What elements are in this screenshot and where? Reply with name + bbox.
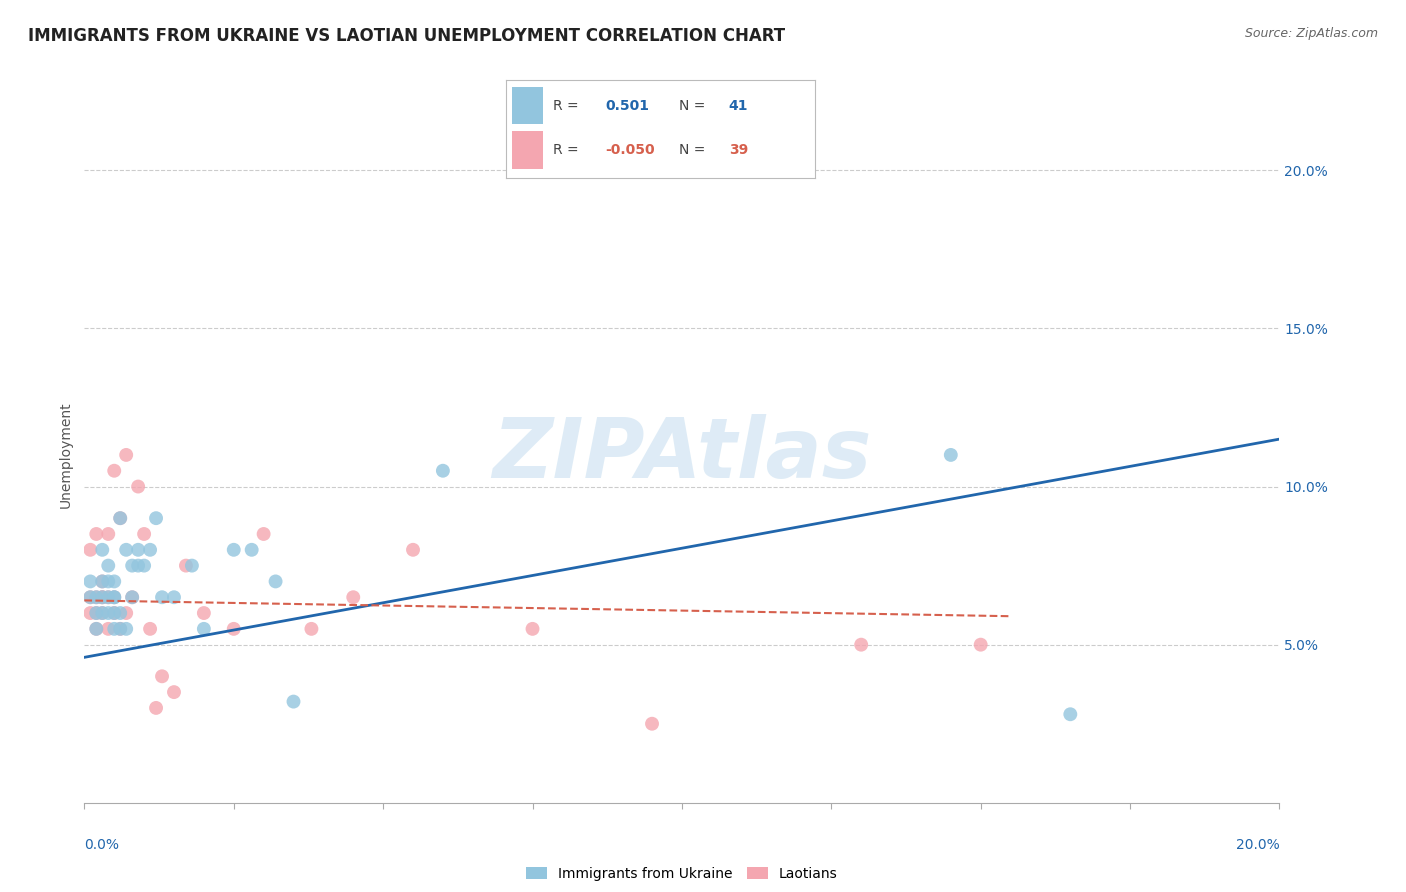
Point (103, 591, 125, 605)
Text: N =: N = (679, 143, 706, 157)
Point (121, 558, 143, 573)
Point (91, 606, 114, 620)
Point (86, 591, 108, 605)
Text: IMMIGRANTS FROM UKRAINE VS LAOTIAN UNEMPLOYMENT CORRELATION CHART: IMMIGRANTS FROM UKRAINE VS LAOTIAN UNEMP… (28, 27, 785, 45)
Point (522, 622, 544, 636)
Point (150, 669, 173, 683)
Bar (512, 131, 543, 169)
Point (222, 622, 245, 636)
Point (86, 622, 108, 636)
Point (103, 622, 125, 636)
Point (193, 606, 215, 620)
Point (163, 685, 186, 699)
Point (86, 606, 108, 620)
Text: ZIPAtlas: ZIPAtlas (492, 415, 872, 495)
Point (402, 542, 425, 557)
Text: 41: 41 (728, 99, 748, 112)
Y-axis label: Unemployment: Unemployment (59, 401, 73, 508)
Point (132, 527, 156, 541)
Point (79, 606, 101, 620)
Point (641, 716, 664, 731)
Point (121, 591, 143, 605)
Point (97, 622, 120, 636)
Point (970, 638, 993, 652)
Legend: Immigrants from Ukraine, Laotians: Immigrants from Ukraine, Laotians (520, 861, 844, 887)
Point (110, 622, 132, 636)
Point (150, 591, 173, 605)
Point (97, 606, 120, 620)
Point (79, 591, 101, 605)
Text: 39: 39 (728, 143, 748, 157)
Point (103, 574, 125, 589)
Point (103, 606, 125, 620)
Point (432, 464, 454, 478)
Point (139, 622, 162, 636)
Point (180, 558, 204, 573)
Point (91, 574, 114, 589)
Point (301, 622, 323, 636)
Point (91, 542, 114, 557)
Point (86, 591, 108, 605)
Point (91, 606, 114, 620)
Point (103, 591, 125, 605)
Point (115, 622, 138, 636)
Point (222, 542, 245, 557)
Point (91, 591, 114, 605)
Point (193, 622, 215, 636)
Point (91, 574, 114, 589)
Point (264, 574, 287, 589)
Point (91, 591, 114, 605)
Point (163, 591, 186, 605)
Text: R =: R = (553, 143, 578, 157)
Point (79, 591, 101, 605)
Point (127, 479, 149, 493)
Point (253, 527, 276, 541)
Point (97, 591, 120, 605)
Point (115, 542, 138, 557)
Point (849, 638, 872, 652)
Text: 0.501: 0.501 (605, 99, 650, 112)
Point (132, 558, 156, 573)
Bar (512, 87, 543, 124)
Point (240, 542, 263, 557)
Text: R =: R = (553, 99, 578, 112)
Point (97, 574, 120, 589)
Point (86, 527, 108, 541)
Point (939, 448, 962, 462)
Point (86, 606, 108, 620)
Point (127, 542, 149, 557)
Point (79, 542, 101, 557)
Point (127, 558, 149, 573)
Point (97, 591, 120, 605)
Text: N =: N = (679, 99, 706, 112)
Point (79, 574, 101, 589)
Point (97, 527, 120, 541)
Point (174, 558, 197, 573)
Point (97, 558, 120, 573)
Point (121, 591, 143, 605)
Point (91, 591, 114, 605)
Point (115, 606, 138, 620)
Text: -0.050: -0.050 (605, 143, 655, 157)
Point (283, 695, 305, 709)
Point (145, 511, 167, 525)
Point (110, 511, 132, 525)
Text: Source: ZipAtlas.com: Source: ZipAtlas.com (1244, 27, 1378, 40)
Point (86, 622, 108, 636)
Point (342, 591, 364, 605)
Text: 20.0%: 20.0% (1236, 838, 1279, 853)
Point (115, 448, 138, 462)
Point (110, 622, 132, 636)
Point (110, 606, 132, 620)
Point (1059, 707, 1081, 722)
Point (103, 464, 125, 478)
Point (145, 701, 167, 715)
Point (110, 511, 132, 525)
Point (139, 542, 162, 557)
Point (103, 591, 125, 605)
Point (103, 606, 125, 620)
Text: 0.0%: 0.0% (84, 838, 120, 853)
